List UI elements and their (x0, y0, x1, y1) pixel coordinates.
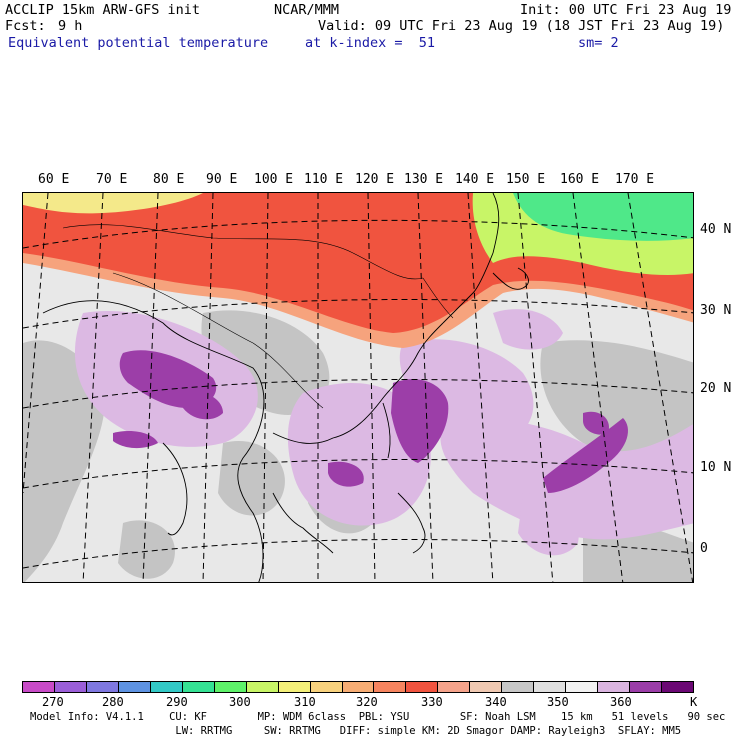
colorbar-tick: 350 (547, 695, 569, 709)
colorbar-tick: 270 (42, 695, 64, 709)
colorbar-tick: 280 (102, 695, 124, 709)
colorbar-swatch (470, 682, 503, 692)
lon-label: 80 E (153, 172, 185, 187)
center-label: NCAR/MMM (274, 2, 340, 18)
colorbar-tick: 360 (610, 695, 632, 709)
lon-label: 130 E (404, 172, 444, 187)
forecast-label: Fcst: (5, 18, 46, 34)
field-name: Equivalent potential temperature (8, 35, 269, 51)
lon-label: 90 E (206, 172, 238, 187)
lon-label: 60 E (38, 172, 70, 187)
forecast-hour: 9 h (58, 18, 83, 34)
colorbar-swatch (598, 682, 631, 692)
colorbar-tick: 300 (229, 695, 251, 709)
colorbar-swatch (566, 682, 599, 692)
purple-field (113, 350, 628, 493)
lon-label: 70 E (96, 172, 128, 187)
colorbar-swatch (534, 682, 567, 692)
lon-label: 140 E (455, 172, 495, 187)
colorbar (22, 681, 694, 693)
coastlines (42, 193, 529, 582)
lon-label: 120 E (355, 172, 395, 187)
lat-label: 20 N (700, 381, 732, 396)
colorbar-swatch (406, 682, 439, 692)
lon-label: 160 E (560, 172, 600, 187)
lat-label: 0 (700, 541, 708, 556)
colorbar-tick: 330 (421, 695, 443, 709)
model-info-line1: Model Info: V4.1.1 CU: KF MP: WDM 6class… (30, 711, 726, 723)
level-label: at k-index = 51 (305, 35, 436, 51)
colorbar-swatch (438, 682, 471, 692)
colorbar-swatch (86, 682, 119, 692)
colorbar-tick: 310 (294, 695, 316, 709)
model-title: ACCLIP 15km ARW-GFS init (5, 2, 201, 18)
colorbar-swatch (246, 682, 279, 692)
colorbar-tick: 340 (485, 695, 507, 709)
colorbar-swatch (182, 682, 215, 692)
lon-label: 100 E (254, 172, 294, 187)
lat-label: 30 N (700, 303, 732, 318)
map-canvas (23, 193, 693, 582)
lon-label: 170 E (615, 172, 655, 187)
lat-label: 10 N (700, 460, 732, 475)
colorbar-swatch (278, 682, 311, 692)
lon-label: 150 E (506, 172, 546, 187)
colorbar-swatch (630, 682, 663, 692)
colorbar-tick: 320 (356, 695, 378, 709)
colorbar-swatch (214, 682, 247, 692)
theta-e-map (22, 192, 694, 583)
green-patch (513, 193, 693, 241)
model-info-line2: LW: RRTMG SW: RRTMG DIFF: simple KM: 2D … (30, 725, 682, 737)
lon-label: 110 E (304, 172, 344, 187)
borders (62, 224, 454, 409)
colorbar-swatch (310, 682, 343, 692)
colorbar-swatch (54, 682, 87, 692)
colorbar-swatch (374, 682, 407, 692)
colorbar-swatch (342, 682, 375, 692)
colorbar-swatch (23, 682, 55, 692)
graticule (23, 193, 693, 582)
lat-label: 40 N (700, 222, 732, 237)
init-time: Init: 00 UTC Fri 23 Aug 19 (520, 2, 732, 18)
colorbar-swatch (118, 682, 151, 692)
colorbar-unit: K (690, 695, 698, 709)
colorbar-swatch (502, 682, 535, 692)
colorbar-swatch (150, 682, 183, 692)
colorbar-swatch (662, 682, 694, 692)
colorbar-tick: 290 (166, 695, 188, 709)
smoothing-label: sm= 2 (578, 35, 619, 51)
valid-time: Valid: 09 UTC Fri 23 Aug 19 (18 JST Fri … (318, 18, 725, 34)
